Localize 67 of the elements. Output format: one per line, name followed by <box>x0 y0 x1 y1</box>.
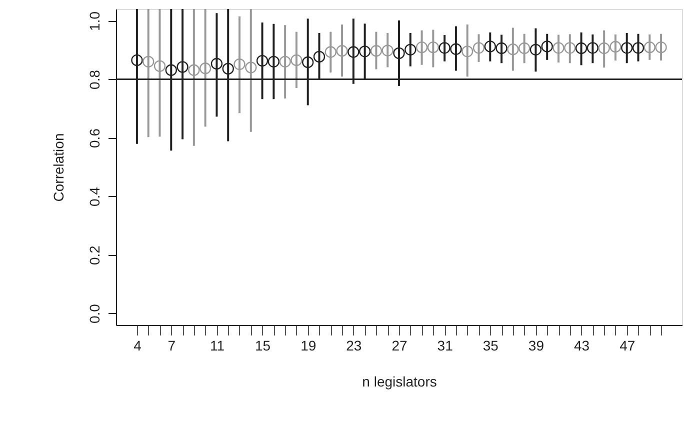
x-tick-label: 27 <box>392 338 408 354</box>
point <box>382 44 394 56</box>
point <box>165 64 177 76</box>
point <box>188 64 200 76</box>
y-tick-label: 0.0 <box>86 304 102 324</box>
point <box>313 50 326 63</box>
y-tick-label: 0.4 <box>86 186 102 206</box>
x-tick-label: 31 <box>437 338 454 354</box>
point <box>210 58 223 70</box>
point <box>450 43 462 55</box>
point <box>575 42 588 54</box>
point <box>290 54 302 66</box>
y-tick-label: 0.6 <box>86 128 102 148</box>
point <box>245 62 257 74</box>
x-tick-label: 7 <box>168 338 176 354</box>
point <box>154 60 166 72</box>
point <box>564 42 576 54</box>
point <box>256 54 268 67</box>
point <box>370 45 382 57</box>
x-tick-label: 47 <box>620 338 636 354</box>
point <box>142 56 154 68</box>
point <box>176 61 188 73</box>
point <box>518 42 530 54</box>
point <box>655 41 667 54</box>
x-tick-label: 15 <box>254 338 271 354</box>
point <box>507 44 519 56</box>
point <box>131 54 143 66</box>
point <box>302 56 314 68</box>
point <box>336 45 348 57</box>
point <box>268 56 280 68</box>
point <box>427 41 440 54</box>
y-tick-label: 1.0 <box>86 11 102 31</box>
point <box>610 40 622 53</box>
point <box>234 58 246 70</box>
y-tick-label: 0.8 <box>86 70 102 90</box>
point <box>621 42 633 54</box>
point <box>530 44 542 56</box>
point <box>324 46 336 58</box>
point <box>358 46 371 58</box>
x-tick-label: 11 <box>210 338 225 354</box>
x-tick-label: 19 <box>300 338 316 354</box>
x-tick-label: 43 <box>574 338 590 354</box>
x-tick-label: 39 <box>528 338 544 354</box>
point <box>484 40 496 52</box>
x-tick-label: 23 <box>346 338 362 354</box>
point <box>632 42 644 54</box>
point <box>462 46 474 58</box>
point <box>199 62 212 74</box>
point <box>472 42 485 54</box>
point <box>404 44 416 56</box>
point <box>586 42 599 54</box>
point <box>279 56 291 68</box>
point <box>416 41 428 54</box>
point <box>438 42 450 54</box>
x-tick-label: 35 <box>482 338 499 354</box>
point <box>496 42 508 54</box>
point <box>644 41 656 54</box>
point <box>222 62 234 75</box>
point <box>598 42 610 54</box>
y-axis-title: Correlation <box>50 133 66 202</box>
point <box>541 40 553 52</box>
point <box>348 46 360 58</box>
x-axis-title: n legislators <box>362 374 437 390</box>
point <box>552 42 564 54</box>
x-tick-label: 4 <box>134 338 142 354</box>
point <box>393 47 405 60</box>
y-tick-label: 0.2 <box>86 245 102 266</box>
